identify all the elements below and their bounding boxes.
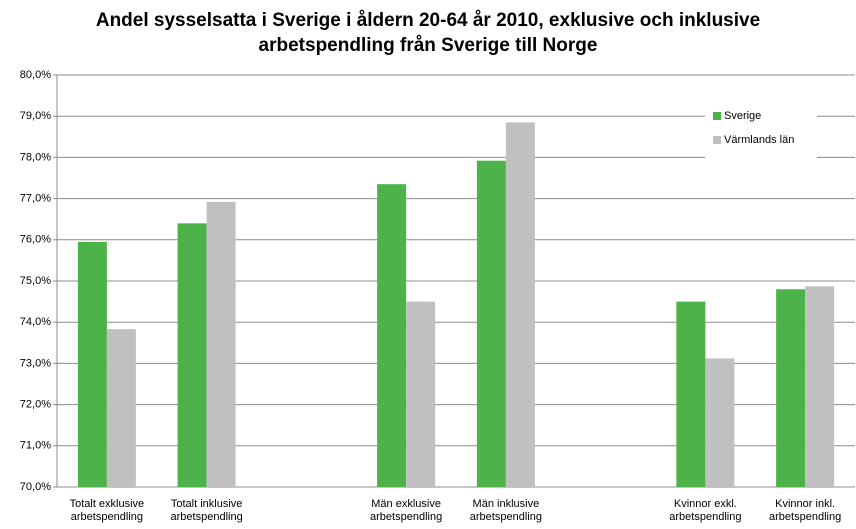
legend-label: Värmlands län xyxy=(724,134,794,146)
bar xyxy=(705,358,735,487)
y-tick-label: 75,0% xyxy=(20,275,51,287)
x-tick-label: Män inklusive arbetspendling xyxy=(469,498,542,523)
chart-title: Andel sysselsatta i Sverige i åldern 20-… xyxy=(95,10,761,56)
y-tick-label: 70,0% xyxy=(20,481,51,493)
y-tick-label: 71,0% xyxy=(20,440,51,452)
y-tick-label: 78,0% xyxy=(20,151,51,163)
y-tick-label: 73,0% xyxy=(20,357,51,369)
x-tick-label: Kvinnor inkl. arbetspendling xyxy=(769,498,842,523)
bar xyxy=(77,241,107,487)
legend-swatch xyxy=(713,136,721,144)
legend-swatch xyxy=(713,112,721,120)
y-tick-label: 74,0% xyxy=(20,316,51,328)
y-tick-label: 76,0% xyxy=(20,234,51,246)
bar xyxy=(177,223,207,487)
bar xyxy=(106,329,136,487)
x-tick-label: Kvinnor exkl. arbetspendling xyxy=(669,498,742,523)
legend-label: Sverige xyxy=(724,110,761,122)
x-tick-label: Män exklusive arbetspendling xyxy=(370,498,443,523)
bar xyxy=(805,286,835,487)
bar xyxy=(206,201,236,487)
bar xyxy=(776,289,806,487)
bar xyxy=(505,122,535,487)
bar xyxy=(406,301,436,487)
bar xyxy=(676,301,706,487)
x-tick-label: Totalt inklusive arbetspendling xyxy=(170,498,243,523)
bar xyxy=(476,160,506,488)
y-tick-label: 77,0% xyxy=(20,193,51,205)
y-tick-label: 80,0% xyxy=(20,69,51,81)
y-tick-label: 79,0% xyxy=(20,110,51,122)
x-tick-label: Totalt exklusive arbetspendling xyxy=(69,498,145,523)
y-tick-label: 72,0% xyxy=(20,399,51,411)
legend-box xyxy=(705,100,817,162)
bar xyxy=(377,184,407,487)
